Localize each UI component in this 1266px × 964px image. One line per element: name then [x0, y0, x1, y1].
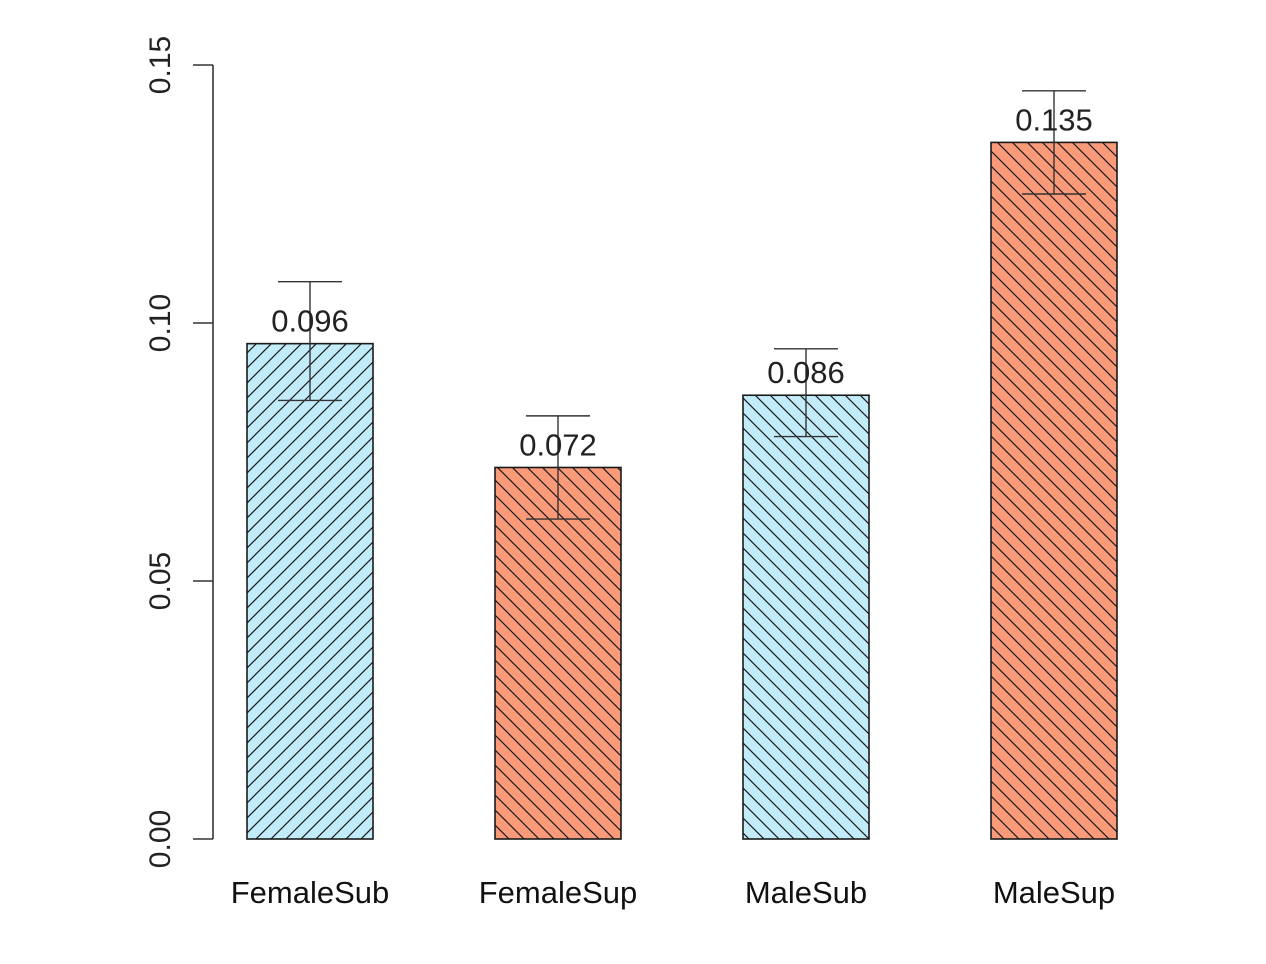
bar-femalesup: [494, 466, 622, 840]
bar-femalesub: [246, 342, 374, 840]
y-tick-label: 0.15: [144, 36, 177, 94]
error-bar-malesub: [774, 348, 838, 438]
error-bar-malesup: [1022, 90, 1086, 195]
bar-malesup: [990, 141, 1118, 840]
value-labels: 0.096 0.072 0.086 0.135: [271, 102, 1093, 462]
bars: [246, 141, 1118, 840]
value-label-malesup: 0.135: [1015, 102, 1093, 137]
y-tick-label: 0.05: [144, 552, 177, 610]
y-tick-label: 0.10: [144, 294, 177, 352]
category-label-femalesub: FemaleSub: [231, 875, 390, 910]
value-label-malesub: 0.086: [767, 355, 845, 390]
error-bars: [278, 90, 1086, 520]
error-bar-femalesub: [278, 281, 342, 402]
error-bar-femalesup: [526, 415, 590, 520]
y-axis: 0.00 0.05 0.10 0.15: [144, 36, 214, 868]
category-label-malesub: MaleSub: [745, 875, 867, 910]
value-label-femalesup: 0.072: [519, 427, 597, 462]
x-axis-labels: FemaleSub FemaleSup MaleSub MaleSup: [231, 875, 1115, 910]
y-tick-label: 0.00: [144, 810, 177, 868]
category-label-malesup: MaleSup: [993, 875, 1115, 910]
value-label-femalesub: 0.096: [271, 304, 349, 339]
category-label-femalesup: FemaleSup: [479, 875, 638, 910]
bar-malesub: [742, 394, 870, 840]
